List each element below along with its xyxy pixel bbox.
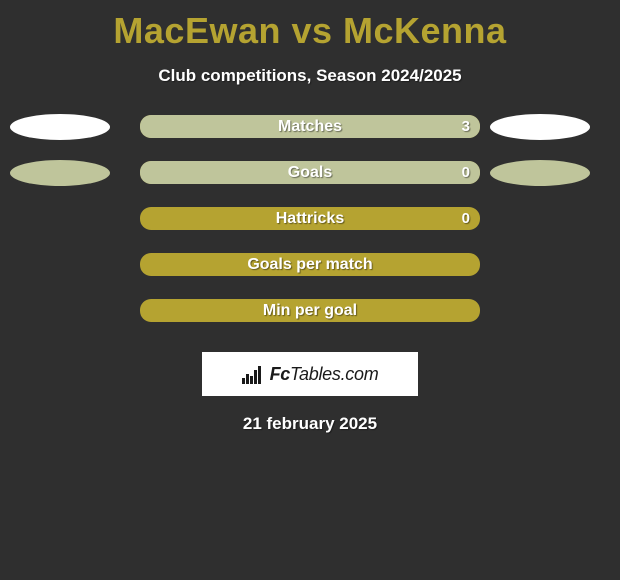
player-marker-right [490,160,590,186]
stat-row: Goals per match [0,252,620,298]
stat-rows: Matches3Goals0Hattricks0Goals per matchM… [0,114,620,344]
stat-row: Matches3 [0,114,620,160]
page-subtitle: Club competitions, Season 2024/2025 [0,66,620,86]
bar-track [140,299,480,322]
bar-chart-icon [242,364,264,384]
stat-row: Hattricks0 [0,206,620,252]
bar-fill [140,161,480,184]
comparison-card: MacEwan vs McKenna Club competitions, Se… [0,0,620,580]
stat-row: Min per goal [0,298,620,344]
bar-track [140,207,480,230]
logo-text: FcTables.com [270,364,379,385]
source-logo: FcTables.com [202,352,418,396]
player-marker-left [10,160,110,186]
bar-track [140,253,480,276]
date-label: 21 february 2025 [0,414,620,434]
page-title: MacEwan vs McKenna [0,0,620,52]
player-marker-left [10,114,110,140]
player-marker-right [490,114,590,140]
logo-prefix: Fc [270,364,290,384]
logo-suffix: .com [341,364,379,384]
stat-row: Goals0 [0,160,620,206]
logo-main: Tables [290,364,341,384]
bar-fill [140,115,480,138]
